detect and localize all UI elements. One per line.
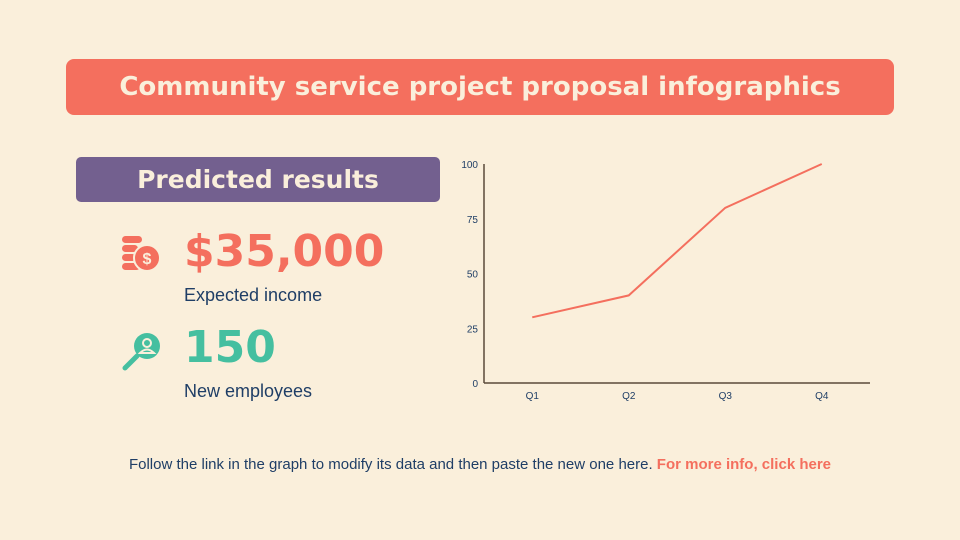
line-chart: 0 25 50 75 100 Q1 Q2 Q3 Q4: [461, 160, 870, 402]
employees-value: 150: [184, 322, 276, 373]
y-tick-label: 25: [467, 324, 479, 335]
x-tick-label: Q4: [815, 391, 829, 402]
slide-title: Community service project proposal infog…: [66, 59, 894, 115]
y-tick-label: 50: [467, 270, 479, 281]
more-info-link[interactable]: For more info, click here: [656, 456, 832, 473]
employees-label: New employees: [184, 381, 313, 401]
y-tick-label: 0: [472, 379, 478, 390]
coins-dollar-icon: $: [122, 236, 160, 272]
income-value: $35,000: [184, 226, 385, 277]
footer-text: Follow the link in the graph to modify i…: [128, 456, 657, 473]
x-tick-label: Q2: [622, 391, 636, 402]
x-tick-label: Q1: [526, 391, 540, 402]
y-tick-label: 100: [461, 160, 478, 171]
svg-text:$: $: [143, 251, 152, 268]
x-tick-label: Q3: [719, 391, 733, 402]
income-label: Expected income: [184, 285, 323, 305]
search-user-icon: [122, 333, 160, 371]
series-line: [532, 163, 823, 319]
y-tick-label: 75: [467, 215, 479, 226]
footer: Follow the link in the graph to modify i…: [0, 456, 960, 473]
section-heading: Predicted results: [76, 157, 440, 202]
